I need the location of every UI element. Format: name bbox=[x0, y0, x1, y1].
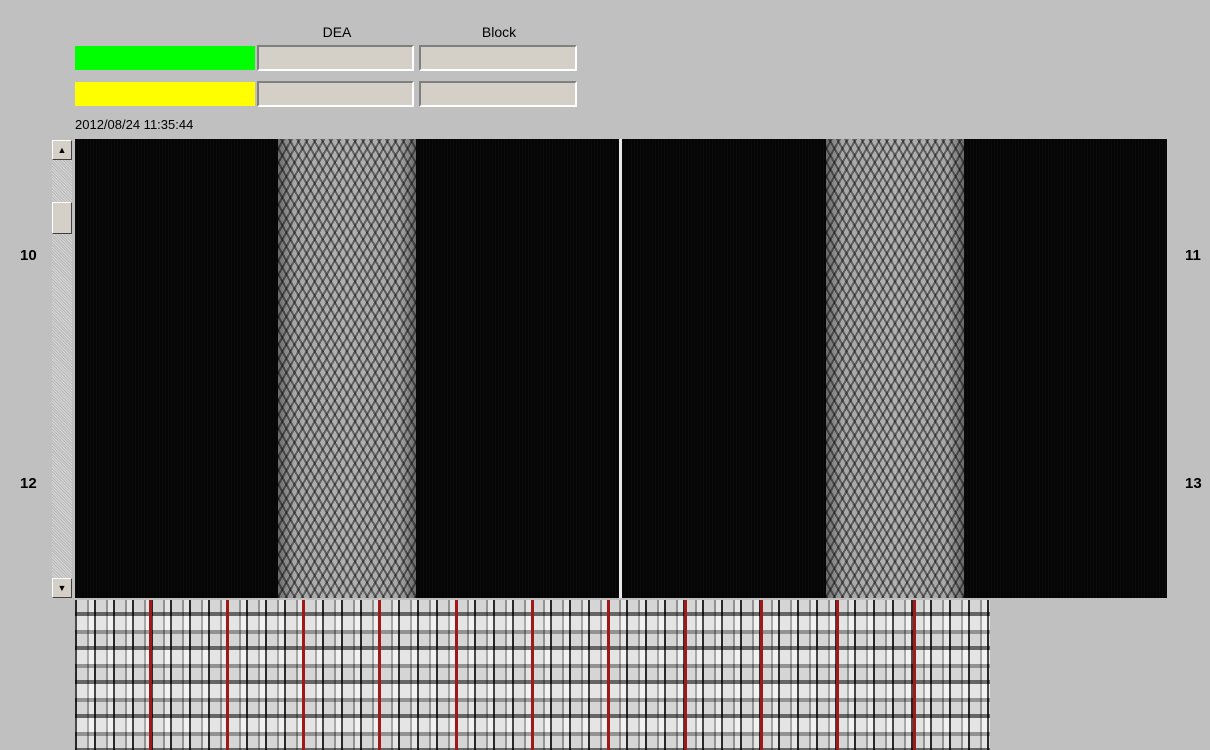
panel-divider bbox=[619, 139, 622, 598]
arrow-down-icon: ▼ bbox=[57, 582, 67, 593]
scroll-down-button[interactable]: ▼ bbox=[52, 578, 72, 598]
red-marker-line bbox=[378, 600, 381, 750]
block-column-header: Block bbox=[481, 24, 517, 40]
web-band-right bbox=[826, 139, 964, 598]
arrow-up-icon: ▲ bbox=[57, 144, 67, 155]
block-field-row2 bbox=[419, 81, 577, 107]
red-marker-line bbox=[913, 600, 916, 750]
block-field-row1 bbox=[419, 45, 577, 71]
inspection-strip[interactable] bbox=[75, 600, 990, 750]
red-marker-line bbox=[226, 600, 229, 750]
red-marker-line bbox=[149, 600, 152, 750]
camera-panel-left[interactable] bbox=[75, 139, 619, 598]
dea-column-header: DEA bbox=[322, 24, 352, 40]
zone-label-13: 13 bbox=[1185, 475, 1202, 492]
dea-field-row2 bbox=[257, 81, 414, 107]
vertical-scrollbar[interactable]: ▲ ▼ bbox=[52, 140, 72, 598]
red-marker-line bbox=[836, 600, 839, 750]
timestamp: 2012/08/24 11:35:44 bbox=[75, 117, 194, 132]
zone-label-10: 10 bbox=[20, 247, 37, 264]
dea-field-row1 bbox=[257, 45, 414, 71]
red-marker-line bbox=[607, 600, 610, 750]
red-marker-line bbox=[684, 600, 687, 750]
zone-label-12: 12 bbox=[20, 475, 37, 492]
web-band-left bbox=[278, 139, 416, 598]
zone-label-11: 11 bbox=[1185, 247, 1201, 264]
red-marker-line bbox=[760, 600, 763, 750]
camera-panel-right[interactable] bbox=[622, 139, 1167, 598]
red-marker-line bbox=[302, 600, 305, 750]
red-marker-line bbox=[531, 600, 534, 750]
scroll-thumb[interactable] bbox=[52, 202, 72, 234]
status-indicator-green bbox=[75, 46, 255, 70]
status-indicator-yellow bbox=[75, 82, 255, 106]
red-marker-line bbox=[455, 600, 458, 750]
scroll-up-button[interactable]: ▲ bbox=[52, 140, 72, 160]
